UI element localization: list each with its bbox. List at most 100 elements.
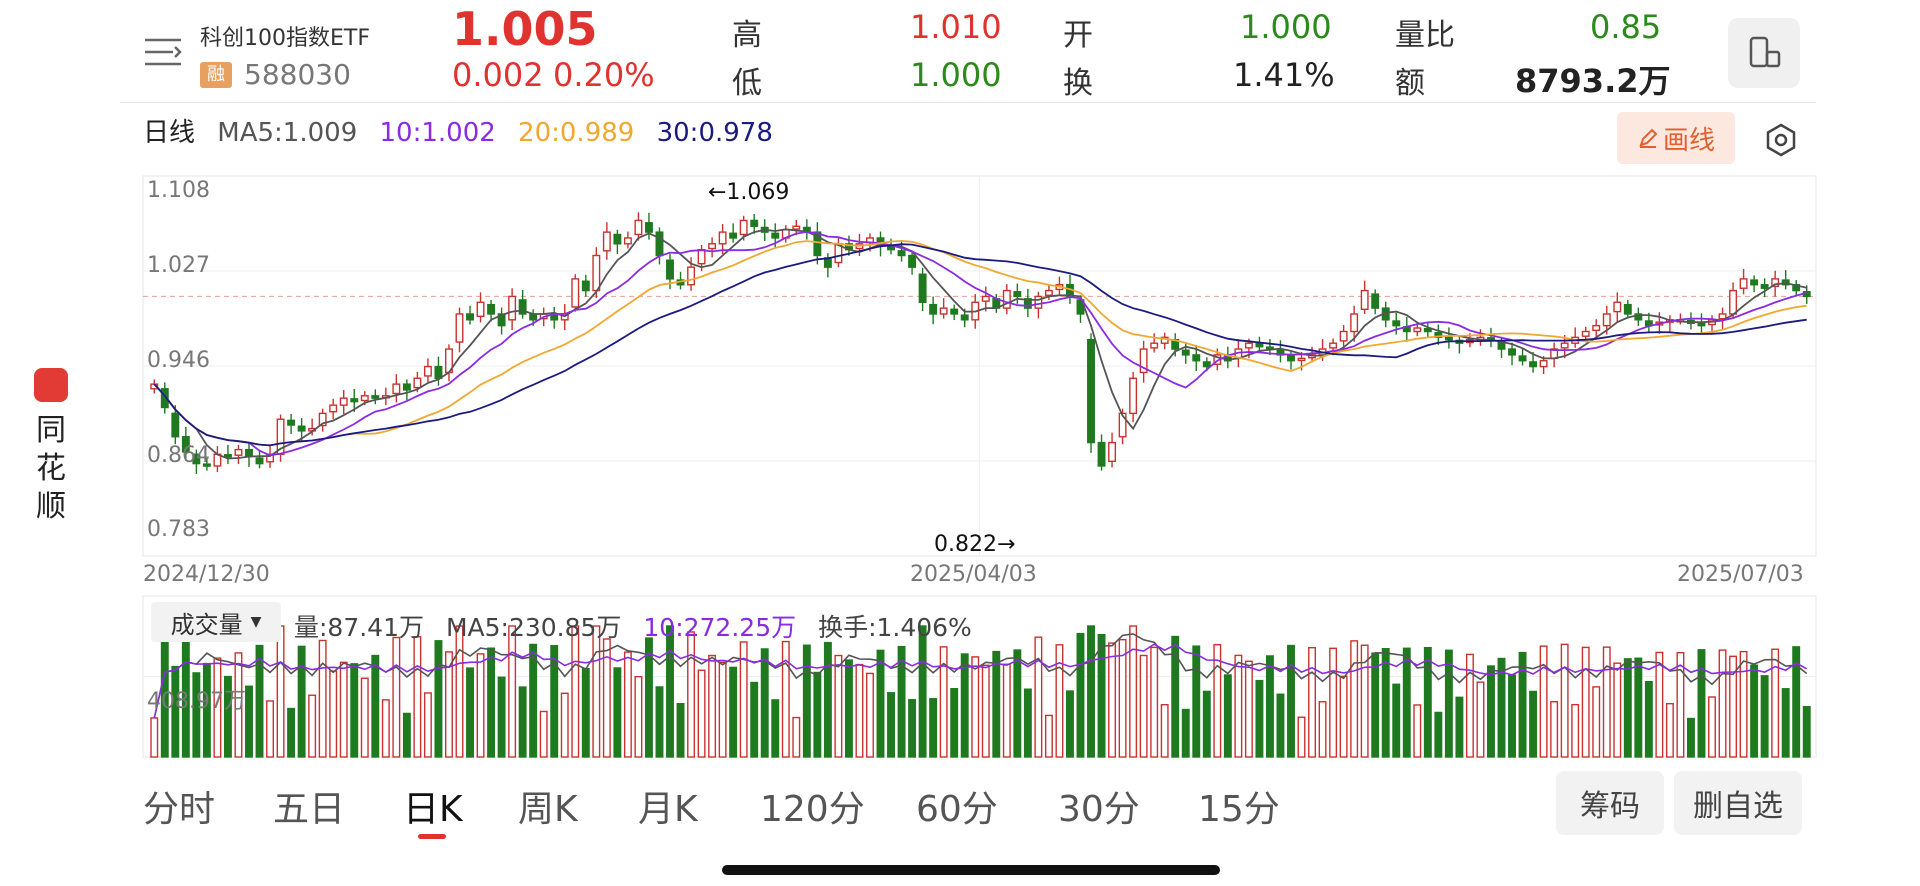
volume-bar xyxy=(1181,708,1190,758)
volume-bar xyxy=(255,644,264,758)
volume-bar xyxy=(918,625,927,758)
tab-weekly-k[interactable]: 周K xyxy=(518,789,578,830)
tab-60min[interactable]: 60分 xyxy=(916,789,998,830)
stock-code: 588030 xyxy=(244,58,351,91)
chart-settings-button[interactable] xyxy=(1763,122,1799,158)
brand-logo xyxy=(34,368,68,402)
candle-body xyxy=(287,419,296,426)
volume-bar xyxy=(297,645,306,758)
price-axis-label: 1.108 xyxy=(147,178,210,203)
volume-bar xyxy=(771,699,780,758)
high-value: 1.010 xyxy=(910,8,1002,46)
volume-bar xyxy=(1623,658,1632,758)
volume-bar xyxy=(1508,674,1516,758)
volume-bar xyxy=(550,645,559,758)
volume-bar xyxy=(150,717,159,758)
volume-bar xyxy=(1455,696,1464,758)
caret-down-icon: ▼ xyxy=(250,614,262,630)
chips-button[interactable]: 筹码 xyxy=(1556,771,1664,835)
volume-bar xyxy=(760,648,769,758)
volume-bar xyxy=(245,685,253,758)
volume-bar xyxy=(381,699,390,758)
volume-bar xyxy=(1066,690,1074,758)
brand-char: 顺 xyxy=(36,489,66,524)
volume-bar xyxy=(623,651,632,758)
remove-favorite-button[interactable]: 删自选 xyxy=(1674,771,1802,835)
tab-30min[interactable]: 30分 xyxy=(1058,789,1140,830)
volume-turnover: 换手:1.406% xyxy=(818,613,972,642)
high-annotation: ←1.069 xyxy=(708,180,790,205)
volume-bar xyxy=(1171,635,1180,758)
candle-body xyxy=(644,222,653,233)
ma20-line xyxy=(153,239,1807,447)
volume-ma10: 10:272.25万 xyxy=(643,613,797,642)
volume-bar xyxy=(1329,647,1338,758)
candle-body xyxy=(508,295,517,321)
candle-body xyxy=(1181,349,1190,356)
volume-bar xyxy=(655,686,664,758)
candle-body xyxy=(771,232,780,239)
volume-bar xyxy=(1423,646,1432,758)
volume-bar xyxy=(1150,646,1159,758)
volume-bar xyxy=(402,712,411,758)
volume-bar xyxy=(1318,701,1327,758)
volume-bar xyxy=(497,676,506,758)
candle-body xyxy=(1581,330,1590,337)
tab-intraday[interactable]: 分时 xyxy=(143,789,216,830)
tab-daily-k[interactable]: 日K xyxy=(403,789,463,830)
volume-bar xyxy=(1697,649,1706,758)
volume-bar xyxy=(813,671,822,758)
candle-body xyxy=(634,219,643,236)
turnover-label: 换 xyxy=(1063,66,1093,101)
candle-body xyxy=(1044,289,1053,296)
volume-bar xyxy=(266,700,275,758)
candle-body xyxy=(1097,441,1106,467)
volume-bar xyxy=(329,670,338,758)
volume-bar xyxy=(992,650,1001,758)
candle-body xyxy=(897,250,906,257)
volume-indicator-select[interactable]: 成交量 ▼ xyxy=(151,602,281,642)
volume-bar xyxy=(676,703,685,758)
volume-bar xyxy=(1392,683,1401,758)
volume-bar xyxy=(750,681,759,758)
tab-15min[interactable]: 15分 xyxy=(1198,789,1280,830)
volume-bar xyxy=(339,661,348,758)
draw-line-label: 画线 xyxy=(1662,125,1715,156)
volume-bar xyxy=(1255,679,1264,758)
remove-favorite-label: 删自选 xyxy=(1693,789,1783,824)
volume-bar xyxy=(792,716,801,758)
candle-body xyxy=(255,457,264,465)
tab-monthly-k[interactable]: 月K xyxy=(638,789,698,830)
volume-ma5: MA5:230.85万 xyxy=(445,613,622,642)
candle-body xyxy=(402,383,411,391)
volume-bar xyxy=(592,625,601,758)
candle-body xyxy=(1508,348,1516,356)
volume-bar xyxy=(1750,664,1759,758)
candle-body xyxy=(1602,313,1611,327)
volume-bar xyxy=(1539,645,1548,758)
volume-bar xyxy=(823,641,832,758)
volume-bar xyxy=(455,625,464,758)
volume-bar xyxy=(1560,643,1569,758)
tab-120min[interactable]: 120分 xyxy=(760,789,865,830)
candle-body xyxy=(718,231,727,245)
candle-body xyxy=(476,301,485,318)
volume-bar xyxy=(1434,711,1443,758)
candle-body xyxy=(908,254,917,268)
candle-body xyxy=(1350,313,1359,333)
volume-bar xyxy=(539,710,548,758)
volume-bar xyxy=(1360,644,1369,758)
candle-body xyxy=(497,313,506,327)
volume-bar xyxy=(697,669,706,758)
volume-bar xyxy=(1381,648,1390,758)
pencil-icon xyxy=(1639,128,1658,148)
menu-icon[interactable] xyxy=(143,34,183,70)
volume-bar xyxy=(876,649,885,758)
draw-line-button[interactable]: 画线 xyxy=(1617,112,1735,164)
volume-bar xyxy=(866,672,874,758)
candle-body xyxy=(1518,355,1527,362)
device-switch-button[interactable] xyxy=(1728,18,1800,88)
tab-five-day[interactable]: 五日 xyxy=(273,789,346,830)
candle-body xyxy=(392,383,401,395)
